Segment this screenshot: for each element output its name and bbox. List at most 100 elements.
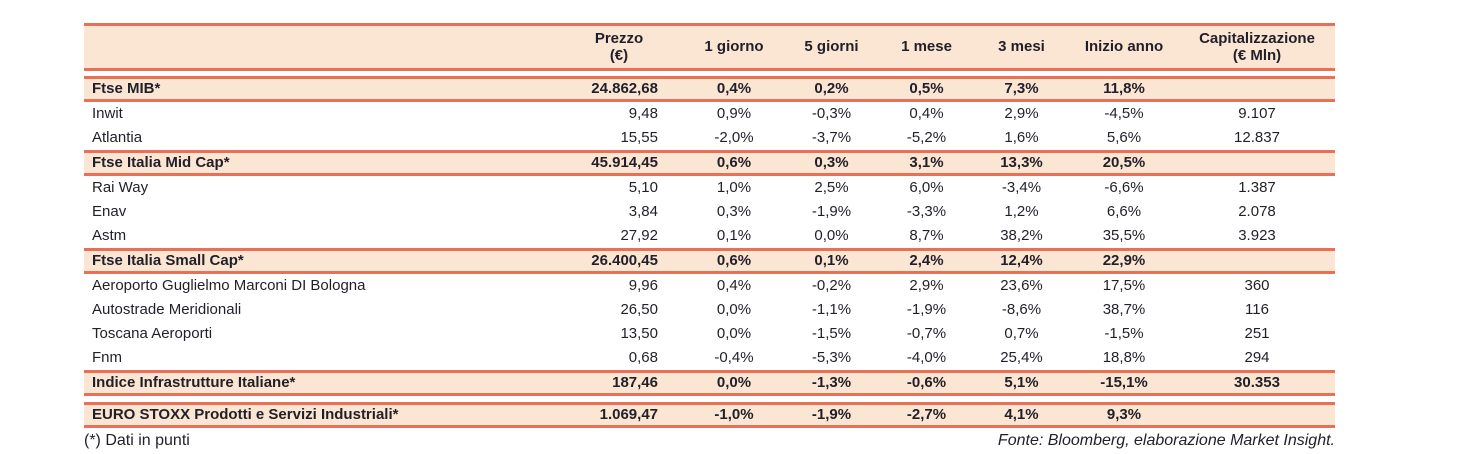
- cell-g1: 0,4%: [716, 80, 752, 98]
- cell-m3: 0,7%: [1004, 325, 1039, 343]
- stock-row: Aeroporto Guglielmo Marconi DI Bologna 9,…: [84, 274, 1335, 298]
- cell-g5: 0,1%: [814, 252, 849, 270]
- cell-m1: -4,0%: [906, 349, 947, 367]
- cell-name: Inwit: [92, 105, 123, 123]
- cell-ytd: 22,9%: [1102, 252, 1146, 270]
- cell-ytd: -4,5%: [1104, 105, 1144, 123]
- header-cell-m3: 3 mesi: [998, 38, 1045, 56]
- cell-m3: 7,3%: [1004, 80, 1039, 98]
- cell-name: Indice Infrastrutture Italiane*: [92, 374, 296, 392]
- cell-g5: -1,1%: [811, 301, 852, 319]
- cell-name: Toscana Aeroporti: [92, 325, 213, 343]
- cell-ytd: -1,5%: [1104, 325, 1144, 343]
- stock-row: Fnm 0,68 -0,4% -5,3% -4,0% 25,4% 18,8% 294: [84, 346, 1335, 370]
- cell-name: Ftse MIB*: [92, 80, 161, 98]
- cell-cap: 12.837: [1234, 129, 1280, 147]
- cell-g1: -0,4%: [714, 349, 754, 367]
- cell-name: Enav: [92, 203, 127, 221]
- cell-g5: -1,9%: [811, 406, 852, 424]
- cell-prezzo: 187,46: [612, 374, 658, 392]
- cell-g1: 0,6%: [716, 154, 752, 172]
- cell-m3: 1,6%: [1004, 129, 1039, 147]
- cell-g1: 0,9%: [716, 105, 752, 123]
- cell-ytd: -15,1%: [1100, 374, 1148, 392]
- cell-g5: -0,2%: [811, 277, 852, 295]
- header-cell-m1: 1 mese: [901, 38, 952, 56]
- cell-g5: 0,0%: [814, 227, 849, 245]
- cell-g5: 0,2%: [814, 80, 849, 98]
- cell-m3: 5,1%: [1004, 374, 1039, 392]
- cell-g5: -1,5%: [811, 325, 852, 343]
- cell-m1: 0,4%: [909, 105, 944, 123]
- cell-m1: -3,3%: [906, 203, 947, 221]
- cell-m3: 1,2%: [1004, 203, 1039, 221]
- cell-m1: -0,7%: [906, 325, 947, 343]
- table-header-row: Prezzo (€) 1 giorno 5 giorni 1 mese 3 mesi In…: [84, 23, 1335, 71]
- header-cell-g5: 5 giorni: [804, 38, 859, 56]
- index-row: Ftse MIB* 24.862,68 0,4% 0,2% 0,5% 7,3% 11,8%: [84, 76, 1335, 102]
- cell-cap: 30.353: [1234, 374, 1280, 392]
- cell-cap: 2.078: [1238, 203, 1276, 221]
- cell-ytd: 11,8%: [1103, 80, 1145, 98]
- header-gap: [84, 71, 1335, 76]
- cell-m3: -8,6%: [1001, 301, 1042, 319]
- stock-row: Rai Way 5,10 1,0% 2,5% 6,0% -3,4% -6,6% 1.387: [84, 176, 1335, 200]
- cell-ytd: 18,8%: [1102, 349, 1146, 367]
- cell-name: Fnm: [92, 349, 122, 367]
- cell-g1: 0,0%: [716, 301, 752, 319]
- header-cell-ytd: Inizio anno: [1084, 38, 1164, 56]
- table-body: Ftse MIB* 24.862,68 0,4% 0,2% 0,5% 7,3% 11,8% I…: [84, 76, 1335, 428]
- footnote: (*) Dati in punti: [84, 432, 190, 449]
- cell-cap: 360: [1244, 277, 1270, 295]
- cell-g1: 1,0%: [716, 179, 752, 197]
- cell-name: Autostrade Meridionali: [92, 301, 242, 319]
- cell-g5: -5,3%: [811, 349, 852, 367]
- cell-prezzo: 9,48: [628, 105, 658, 123]
- stock-row: Atlantia 15,55 -2,0% -3,7% -5,2% 1,6% 5,6% 12.8…: [84, 126, 1335, 150]
- cell-name: Rai Way: [92, 179, 149, 197]
- cell-m1: 2,4%: [909, 252, 944, 270]
- cell-m1: 2,9%: [909, 277, 944, 295]
- cell-g1: 0,0%: [716, 374, 752, 392]
- index-row: Ftse Italia Small Cap* 26.400,45 0,6% 0,1% 2…: [84, 248, 1335, 274]
- cell-g5: 2,5%: [814, 179, 849, 197]
- table-footer: (*) Dati in punti Fonte: Bloomberg, elab…: [84, 432, 1335, 450]
- cell-m1: 6,0%: [909, 179, 944, 197]
- cell-prezzo: 5,10: [628, 179, 658, 197]
- cell-g5: -3,7%: [811, 129, 852, 147]
- stock-row: Inwit 9,48 0,9% -0,3% 0,4% 2,9% -4,5% 9.107: [84, 102, 1335, 126]
- cell-m3: -3,4%: [1001, 179, 1042, 197]
- cell-ytd: 38,7%: [1102, 301, 1146, 319]
- cell-g1: 0,0%: [716, 325, 752, 343]
- cell-g5: -1,3%: [811, 374, 852, 392]
- cell-m3: 25,4%: [1000, 349, 1043, 367]
- cell-m3: 12,4%: [1000, 252, 1043, 270]
- cell-g1: -1,0%: [714, 406, 754, 424]
- cell-g1: 0,1%: [716, 227, 752, 245]
- cell-name: Astm: [92, 227, 127, 245]
- cell-g1: 0,3%: [716, 203, 752, 221]
- cell-name: Ftse Italia Mid Cap*: [92, 154, 230, 172]
- cell-m1: 8,7%: [909, 227, 944, 245]
- cell-ytd: 20,5%: [1102, 154, 1146, 172]
- cell-m3: 23,6%: [1000, 277, 1043, 295]
- cell-m3: 38,2%: [1000, 227, 1043, 245]
- cell-cap: 116: [1245, 301, 1269, 319]
- cell-name: Atlantia: [92, 129, 143, 147]
- cell-m3: 2,9%: [1004, 105, 1039, 123]
- cell-prezzo: 26,50: [620, 301, 658, 319]
- market-table: Prezzo (€) 1 giorno 5 giorni 1 mese 3 mesi In…: [84, 23, 1335, 428]
- cell-name: Aeroporto Guglielmo Marconi DI Bologna: [92, 277, 366, 295]
- row-spacer: [84, 396, 1335, 402]
- cell-prezzo: 9,96: [628, 277, 658, 295]
- cell-ytd: 9,3%: [1106, 406, 1142, 424]
- cell-g1: 0,4%: [716, 277, 752, 295]
- stock-row: Autostrade Meridionali 26,50 0,0% -1,1% -1,9…: [84, 298, 1335, 322]
- stock-row: Enav 3,84 0,3% -1,9% -3,3% 1,2% 6,6% 2.078: [84, 200, 1335, 224]
- cell-g5: -0,3%: [811, 105, 852, 123]
- cell-ytd: 6,6%: [1106, 203, 1142, 221]
- cell-m1: -0,6%: [906, 374, 947, 392]
- cell-g5: -1,9%: [811, 203, 852, 221]
- index-row: Indice Infrastrutture Italiane* 187,46 0,0…: [84, 370, 1335, 396]
- cell-prezzo: 26.400,45: [591, 252, 658, 270]
